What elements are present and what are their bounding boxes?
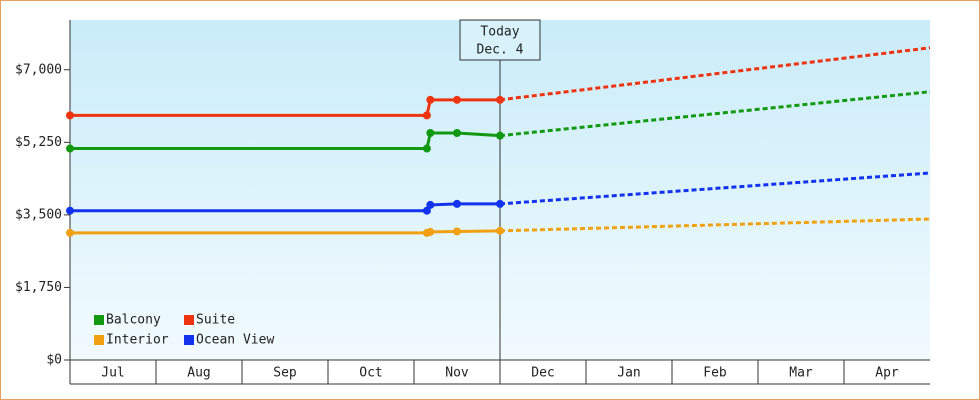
legend-swatch bbox=[184, 335, 194, 345]
y-tick-label: $7,000 bbox=[15, 62, 62, 77]
legend-swatch bbox=[94, 335, 104, 345]
today-box bbox=[459, 19, 541, 61]
legend-label: Suite bbox=[196, 313, 235, 328]
point bbox=[422, 144, 431, 153]
point bbox=[453, 227, 461, 236]
y-tick-label: $1,750 bbox=[15, 280, 62, 295]
legend-swatch bbox=[94, 315, 104, 325]
y-tick-label: $0 bbox=[46, 353, 62, 368]
x-tick-label: Jul bbox=[101, 366, 124, 381]
legend-label: Balcony bbox=[106, 313, 161, 328]
point bbox=[422, 206, 431, 215]
point bbox=[496, 226, 504, 235]
point bbox=[426, 227, 435, 236]
point bbox=[453, 95, 461, 104]
legend-swatch bbox=[184, 315, 194, 325]
today-label: Today bbox=[480, 25, 519, 40]
y-tick-label: $5,250 bbox=[15, 135, 62, 150]
x-tick-label: Oct bbox=[359, 366, 382, 381]
today-label: Dec. 4 bbox=[477, 43, 524, 58]
legend-label: Ocean View bbox=[196, 333, 274, 348]
point bbox=[422, 111, 431, 120]
point bbox=[66, 228, 74, 237]
x-tick-label: Feb bbox=[703, 366, 727, 381]
point bbox=[496, 95, 504, 104]
point bbox=[66, 111, 74, 120]
point bbox=[426, 128, 435, 137]
legend-label: Interior bbox=[106, 333, 169, 348]
x-tick-label: Aug bbox=[187, 366, 210, 381]
x-tick-label: Nov bbox=[445, 366, 469, 381]
point bbox=[453, 199, 461, 208]
point bbox=[66, 144, 74, 153]
x-tick-label: Sep bbox=[273, 366, 297, 381]
point bbox=[453, 128, 461, 137]
projected-line bbox=[499, 46, 931, 102]
projected-line bbox=[499, 90, 931, 138]
point bbox=[426, 200, 435, 209]
x-tick-label: Mar bbox=[789, 366, 813, 381]
x-tick-label: Jan bbox=[617, 366, 640, 381]
point bbox=[426, 95, 435, 104]
point bbox=[496, 131, 504, 140]
x-tick-label: Dec bbox=[531, 366, 554, 381]
point bbox=[66, 206, 74, 215]
x-tick-label: Apr bbox=[875, 366, 899, 381]
point bbox=[496, 199, 504, 208]
y-tick-label: $3,500 bbox=[15, 207, 62, 222]
